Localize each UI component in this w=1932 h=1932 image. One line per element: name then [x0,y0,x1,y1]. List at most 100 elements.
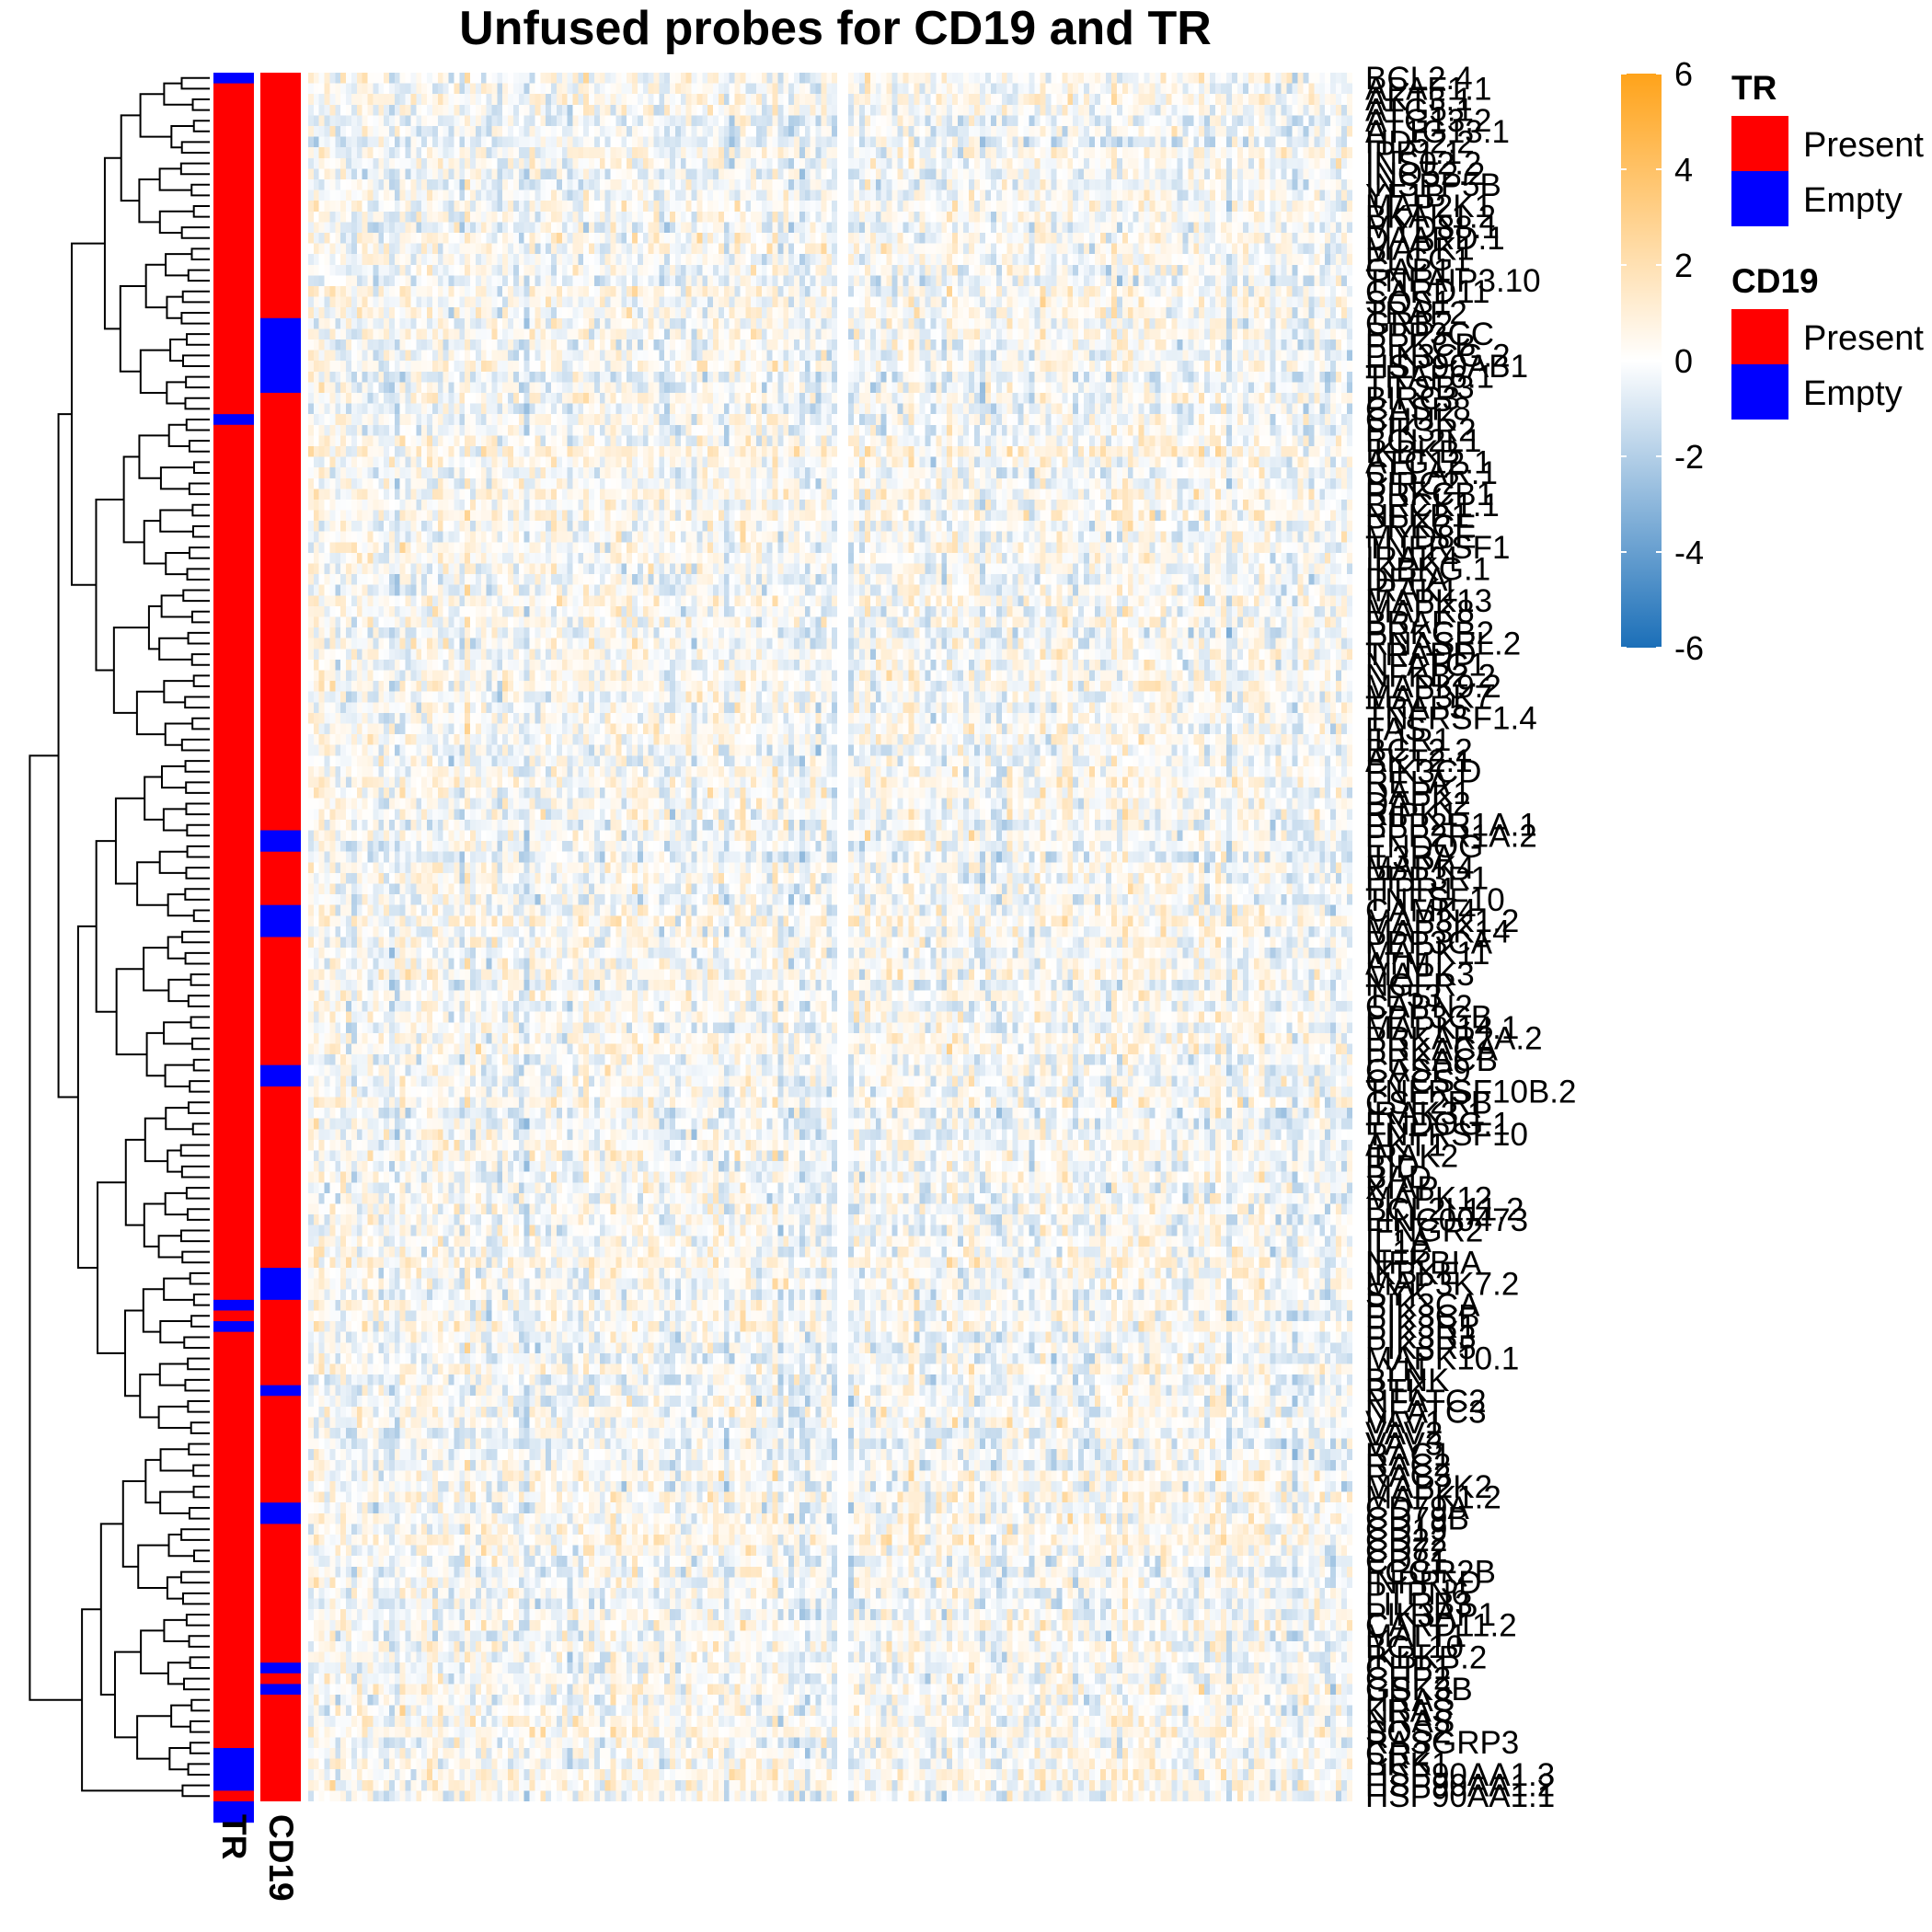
dendrogram-branch [120,114,141,202]
row-label: HRAS [1365,1683,1455,1719]
dendrogram-branch [191,98,210,111]
legend-title: CD19 [1731,262,1819,300]
annotation-empty-block [213,1299,254,1311]
dendrogram-branch [192,1485,210,1499]
dendrogram-branch [124,1138,145,1226]
dendrogram-branch [160,594,192,618]
dendrogram-branch [192,1464,210,1478]
dendrogram-branch [158,1363,189,1386]
dendrogram-branch [138,434,169,479]
dendrogram-branch [191,717,210,730]
dendrogram-branch [180,141,210,154]
legend-label: Empty [1803,181,1903,220]
row-label: IKBKE [1365,1256,1460,1292]
row-label: PIK3R2 [1365,413,1477,449]
row-label: IL1B [1365,1235,1432,1271]
dendrogram-branch [70,242,105,586]
dendrogram-branch [135,690,166,736]
row-label: PIK3CG.2 [1365,338,1511,374]
row-labels: BCL2.4APAF1.1AKT3.1ATG5.1ATG13.2AT1G13.1… [1365,61,1577,1814]
legend-label: Present [1803,126,1924,165]
row-label: MAPK1.2 [1365,1479,1501,1515]
annotation-empty-block [213,1801,254,1823]
annotation-label-cd19: CD19 [262,1814,300,1902]
row-label: IPP1.1 [1365,135,1462,171]
row-label: MAP3K14 [1365,914,1511,950]
dendrogram-branch [165,551,190,576]
row-label: CAMK4 [1365,893,1477,929]
row-label: XIAP [1365,1170,1439,1206]
dendrogram-branch [162,808,188,832]
dendrogram-branch [184,696,210,709]
row-label: TP53 [1365,978,1443,1014]
dendrogram-branch [179,1144,210,1157]
row-label: PRKACB [1365,1042,1498,1078]
row-label: NFATC2 [1365,1384,1487,1420]
dendrogram-branch [180,311,210,325]
row-label: CASP8 [1365,391,1471,427]
row-label: RNASEL.2 [1365,627,1521,662]
chart-title: Unfused probes for CD19 and TR [459,2,1212,55]
dendrogram-branch [166,295,183,319]
row-label: MAPK9.2 [1365,669,1501,705]
row-label: APAF1.1 [1365,71,1491,107]
legend-swatch-present [1731,116,1788,171]
dendrogram-branch [145,1031,166,1077]
row-label: ITPR1 [1365,871,1456,907]
dendrogram-branch [119,284,146,373]
row-label: AKT2.1 [1365,743,1473,779]
row-label: DFFA [1365,562,1448,598]
dendrogram-branch [186,333,210,346]
row-label: BTK [1365,1373,1428,1409]
row-dendrogram [29,76,210,1798]
dendrogram-branch [159,1320,192,1344]
dendrogram-branch [164,1191,188,1216]
dendrogram-branch [167,893,194,917]
row-label: MAPK8 [1365,594,1475,630]
dendrogram-branch [182,589,210,603]
row-label: ATG12.1 [1365,444,1491,480]
colorbar-tick-label: -4 [1674,534,1704,571]
dendrogram-branch [186,1208,210,1221]
row-label: RASGRP3 [1365,1725,1519,1761]
dendrogram-branch [188,1635,210,1648]
row-label: TNFRSF10 [1365,1117,1528,1153]
dendrogram-branch [189,1742,210,1754]
row-label: BCL2L11.2 [1365,1191,1524,1227]
dendrogram-branch [187,1763,210,1776]
row-label: NRAS [1365,1704,1455,1740]
row-label: CD79A [1365,1490,1469,1526]
dendrogram-branch [183,1336,210,1350]
row-label: MAP2K1 [1365,189,1492,224]
row-label: INPP5D [1365,1565,1481,1601]
dendrogram-branch [121,1480,146,1568]
row-label: AKT3.1 [1365,82,1473,118]
row-label: HSP90AA1.3 [1365,1757,1555,1793]
row-label: BRCK1.1 [1365,488,1500,523]
dendrogram-branch [190,1421,210,1434]
legend-swatch-present [1731,309,1788,364]
dendrogram-branch [189,1080,210,1093]
row-label: RAC3 [1365,1458,1451,1494]
dendrogram-branch [187,631,210,645]
dendrogram-branch [147,604,162,650]
row-label: IKBKG.1 [1365,551,1490,587]
row-label: IFNGR2 [1365,1213,1483,1248]
legend-tr: TR Present Empty [1731,69,1924,226]
row-label: MAPK11 [1365,936,1490,972]
dendrogram-branch [170,124,194,149]
row-label: CSF2RB [1365,1085,1492,1121]
dendrogram-branch [190,183,210,197]
row-label: FCGR2B [1365,1555,1496,1591]
colorbar-tick-label: -2 [1674,438,1704,476]
row-label: BKAK1.2 [1365,200,1496,236]
row-label: CD22 [1365,1523,1447,1558]
dendrogram-branch [191,524,210,538]
dendrogram-branch [192,461,210,474]
row-label: MAPK10.1 [1365,1341,1519,1377]
dendrogram-branch [192,120,210,132]
row-label: MAPK1 [1365,231,1475,267]
row-label: TNFAIP3.10 [1365,263,1541,299]
